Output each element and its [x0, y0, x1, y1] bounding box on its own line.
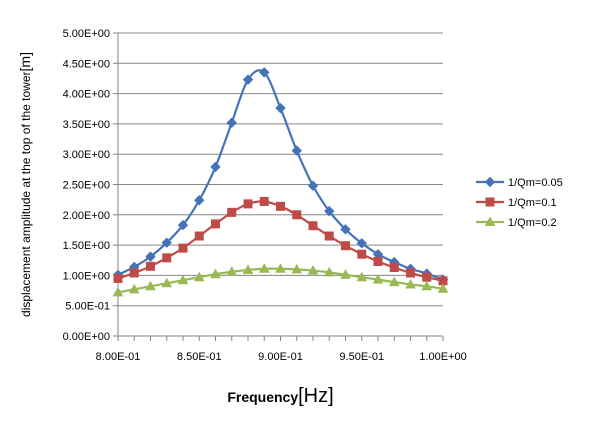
series-3-point [128, 283, 140, 294]
series-3-point [193, 271, 205, 282]
series-1-point [259, 67, 270, 78]
series-3-point [145, 280, 156, 291]
legend-item-1: 1/Qm=0.05 [476, 176, 563, 189]
series-2-point [146, 261, 155, 271]
series-2-point [292, 210, 302, 220]
series-1-point [161, 237, 172, 248]
axes [113, 32, 444, 341]
y-tick-label: 1.50E+00 [63, 240, 110, 252]
series-1-point [194, 195, 205, 206]
y-tick-label: 5.00E-01 [65, 301, 110, 313]
series-1-point [356, 238, 367, 249]
series-3-point [177, 274, 189, 285]
x-axis-title-unit: [Hz] [298, 385, 334, 407]
series-2-point [162, 253, 172, 263]
series-3-point [421, 280, 433, 291]
series-1-point [226, 117, 237, 128]
y-tick-label: 0.00E+00 [63, 331, 110, 343]
series-2-point [422, 272, 432, 282]
series-3-point [242, 264, 254, 274]
legend-item-3-label: 1/Qm=0.2 [508, 217, 557, 229]
x-axis-title-text: Frequency [227, 389, 298, 405]
series-3-point [291, 263, 303, 274]
series-3-point [226, 266, 238, 276]
series-2-point [211, 219, 220, 229]
series-3-point [161, 277, 173, 288]
y-tick-label: 3.50E+00 [63, 119, 110, 131]
series-1-point [145, 251, 156, 262]
series-2-point [178, 243, 188, 253]
series-3-point [307, 265, 319, 275]
y-axis-title: displacement amplitude at the top of the… [17, 52, 33, 317]
y-tick-label: 2.50E+00 [63, 180, 110, 192]
legend-item-1-label: 1/Qm=0.05 [508, 177, 563, 189]
series-1-point [177, 219, 189, 231]
series-3-point [323, 266, 335, 277]
legend-item-3-marker [484, 216, 496, 226]
series-2-point [129, 268, 139, 278]
y-axis-title-text: displacement amplitude at the top of the… [19, 71, 33, 316]
x-tick-label: 9.00E-01 [258, 351, 303, 363]
y-tick-label: 1.00E+00 [63, 270, 110, 282]
series-1-point [242, 74, 254, 85]
x-tick-label: 1.00E+00 [419, 351, 466, 363]
series-1-point [307, 180, 319, 191]
series-2-point [373, 256, 383, 266]
series-1-point [324, 205, 335, 217]
series-1-point [340, 224, 351, 235]
y-tick-label: 3.00E+00 [63, 149, 110, 161]
series-3-point [405, 278, 416, 289]
y-tick-label: 4.00E+00 [63, 89, 110, 101]
series-2-point [276, 201, 285, 211]
series-2-point [113, 273, 123, 283]
series-3-point [258, 263, 270, 273]
series-2-point [324, 231, 334, 241]
series-3-point [437, 283, 449, 293]
legend-item-3: 1/Qm=0.2 [476, 216, 557, 229]
series-1-point [291, 145, 302, 156]
series-2-point [194, 231, 204, 241]
tick-labels: 0.00E+00 5.00E-01 1.00E+00 1.50E+00 2.00E+00… [63, 28, 467, 363]
series-3-point [112, 286, 124, 297]
series-3-point [210, 268, 221, 279]
series-3-point [340, 269, 351, 279]
legend-item-2: 1/Qm=0.1 [476, 197, 557, 209]
series-2-point [341, 241, 350, 251]
x-tick-label: 8.00E-01 [96, 351, 141, 363]
series-3-point [356, 271, 368, 282]
series-3-point [388, 276, 400, 287]
legend-item-1-marker [484, 176, 496, 188]
x-tick-label: 9.50E-01 [339, 351, 384, 363]
legend-item-2-marker [485, 197, 495, 207]
series-2-point [406, 268, 415, 278]
series-3-point [275, 263, 286, 273]
series-markers [112, 67, 449, 297]
series-2-point [243, 199, 253, 209]
series-1-point [275, 102, 286, 114]
series-2-point [308, 221, 318, 231]
gridlines [118, 32, 443, 307]
series-2-point [357, 249, 367, 259]
x-axis-title: Frequency[Hz] [227, 385, 333, 407]
axis-titles: Frequency[Hz] displacement amplitude at … [17, 52, 334, 407]
legend: 1/Qm=0.05 1/Qm=0.1 1/Qm=0.2 [476, 176, 563, 229]
y-axis-title-unit: [m] [17, 52, 33, 71]
series-2-point [227, 207, 237, 217]
series-2-point [389, 263, 399, 273]
series-1-point [210, 161, 221, 173]
y-tick-label: 5.00E+00 [63, 28, 110, 40]
y-tick-label: 4.50E+00 [63, 58, 110, 70]
series-3-point [372, 274, 384, 284]
legend-item-2-label: 1/Qm=0.1 [508, 197, 557, 209]
series-2-point [259, 196, 269, 206]
y-tick-label: 2.00E+00 [63, 210, 110, 222]
x-tick-label: 8.50E-01 [177, 351, 222, 363]
